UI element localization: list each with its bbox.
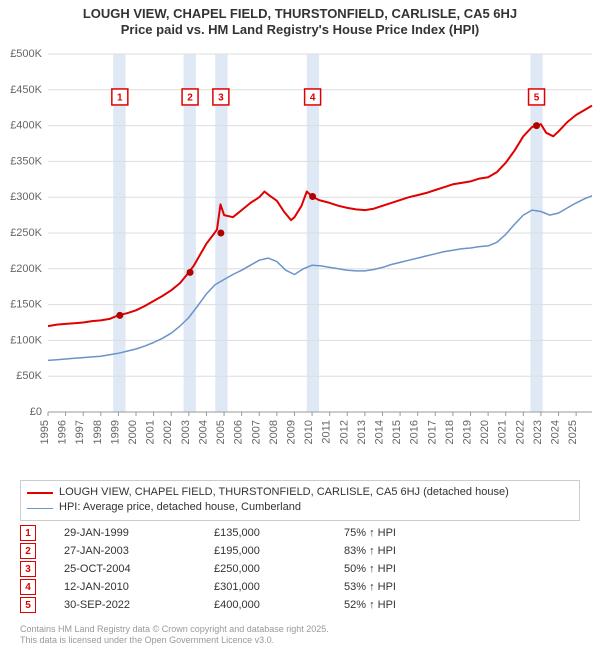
chart-title-line1: LOUGH VIEW, CHAPEL FIELD, THURSTONFIELD,… bbox=[0, 6, 600, 22]
svg-text:2006: 2006 bbox=[233, 420, 245, 444]
legend-label: LOUGH VIEW, CHAPEL FIELD, THURSTONFIELD,… bbox=[59, 485, 509, 500]
svg-text:£450K: £450K bbox=[10, 84, 42, 96]
sale-pct-vs-hpi: 75% ↑ HPI bbox=[344, 527, 580, 539]
svg-text:£200K: £200K bbox=[10, 263, 42, 275]
chart-title-block: LOUGH VIEW, CHAPEL FIELD, THURSTONFIELD,… bbox=[0, 0, 600, 39]
table-row: 2 27-JAN-2003£195,00083% ↑ HPI bbox=[20, 542, 580, 560]
svg-text:1996: 1996 bbox=[57, 420, 69, 444]
svg-text:2000: 2000 bbox=[127, 420, 139, 444]
svg-text:4: 4 bbox=[310, 93, 316, 104]
price-chart: £0 £50K £100K £150K £200K £250K £300K £350K £400… bbox=[0, 44, 600, 474]
svg-text:2017: 2017 bbox=[426, 420, 438, 444]
sale-index-box: 5 bbox=[20, 597, 36, 613]
svg-text:2025: 2025 bbox=[567, 420, 579, 444]
svg-text:2015: 2015 bbox=[391, 420, 403, 444]
chart-title-line2: Price paid vs. HM Land Registry's House … bbox=[0, 22, 600, 38]
sale-price: £400,000 bbox=[214, 599, 344, 611]
sale-price: £135,000 bbox=[214, 527, 344, 539]
sale-date: 25-OCT-2004 bbox=[64, 563, 214, 575]
svg-text:5: 5 bbox=[534, 93, 540, 104]
svg-text:2003: 2003 bbox=[180, 420, 192, 444]
svg-text:£250K: £250K bbox=[10, 227, 42, 239]
sale-price: £195,000 bbox=[214, 545, 344, 557]
svg-text:£300K: £300K bbox=[10, 191, 42, 203]
svg-text:2012: 2012 bbox=[338, 420, 350, 444]
sale-date: 27-JAN-2003 bbox=[64, 545, 214, 557]
svg-text:2014: 2014 bbox=[373, 420, 385, 444]
svg-text:2023: 2023 bbox=[532, 420, 544, 444]
svg-text:1995: 1995 bbox=[39, 420, 51, 444]
sale-date: 12-JAN-2010 bbox=[64, 581, 214, 593]
svg-text:2004: 2004 bbox=[197, 420, 209, 444]
svg-text:2002: 2002 bbox=[162, 420, 174, 444]
sale-price: £301,000 bbox=[214, 581, 344, 593]
svg-text:2008: 2008 bbox=[268, 420, 280, 444]
table-row: 5 30-SEP-2022£400,00052% ↑ HPI bbox=[20, 596, 580, 614]
sale-date: 29-JAN-1999 bbox=[64, 527, 214, 539]
svg-text:2013: 2013 bbox=[356, 420, 368, 444]
table-row: 3 25-OCT-2004£250,00050% ↑ HPI bbox=[20, 560, 580, 578]
legend-swatch bbox=[27, 508, 53, 509]
svg-text:2010: 2010 bbox=[303, 420, 315, 444]
svg-text:2009: 2009 bbox=[285, 420, 297, 444]
svg-text:2019: 2019 bbox=[462, 420, 474, 444]
legend-row: HPI: Average price, detached house, Cumb… bbox=[27, 500, 573, 515]
svg-text:2007: 2007 bbox=[250, 420, 262, 444]
svg-text:1: 1 bbox=[117, 93, 123, 104]
sale-price: £250,000 bbox=[214, 563, 344, 575]
svg-text:2024: 2024 bbox=[550, 420, 562, 444]
svg-text:3: 3 bbox=[218, 93, 224, 104]
svg-text:£500K: £500K bbox=[10, 48, 42, 60]
svg-text:1999: 1999 bbox=[109, 420, 121, 444]
svg-text:2005: 2005 bbox=[215, 420, 227, 444]
sale-date: 30-SEP-2022 bbox=[64, 599, 214, 611]
sales-table: 1 29-JAN-1999£135,00075% ↑ HPI 2 27-JAN-200… bbox=[20, 524, 580, 614]
legend-label: HPI: Average price, detached house, Cumb… bbox=[59, 500, 301, 515]
svg-text:£0: £0 bbox=[30, 406, 42, 418]
svg-text:2: 2 bbox=[187, 93, 193, 104]
sale-index-box: 4 bbox=[20, 579, 36, 595]
footer-line2: This data is licensed under the Open Gov… bbox=[20, 635, 580, 646]
svg-text:£400K: £400K bbox=[10, 120, 42, 132]
svg-text:£100K: £100K bbox=[10, 334, 42, 346]
sale-pct-vs-hpi: 50% ↑ HPI bbox=[344, 563, 580, 575]
svg-text:1997: 1997 bbox=[74, 420, 86, 444]
footer-attribution: Contains HM Land Registry data © Crown c… bbox=[20, 624, 580, 647]
legend-row: LOUGH VIEW, CHAPEL FIELD, THURSTONFIELD,… bbox=[27, 485, 573, 500]
sale-pct-vs-hpi: 53% ↑ HPI bbox=[344, 581, 580, 593]
svg-text:1998: 1998 bbox=[92, 420, 104, 444]
sale-pct-vs-hpi: 52% ↑ HPI bbox=[344, 599, 580, 611]
chart-legend: LOUGH VIEW, CHAPEL FIELD, THURSTONFIELD,… bbox=[20, 480, 580, 521]
table-row: 1 29-JAN-1999£135,00075% ↑ HPI bbox=[20, 524, 580, 542]
sale-index-box: 1 bbox=[20, 525, 36, 541]
sale-pct-vs-hpi: 83% ↑ HPI bbox=[344, 545, 580, 557]
table-row: 4 12-JAN-2010£301,00053% ↑ HPI bbox=[20, 578, 580, 596]
sale-index-box: 3 bbox=[20, 561, 36, 577]
svg-text:2011: 2011 bbox=[321, 420, 333, 444]
svg-text:2001: 2001 bbox=[145, 420, 157, 444]
svg-text:2022: 2022 bbox=[514, 420, 526, 444]
sale-index-box: 2 bbox=[20, 543, 36, 559]
svg-text:2021: 2021 bbox=[497, 420, 509, 444]
legend-swatch bbox=[27, 492, 53, 494]
svg-text:£150K: £150K bbox=[10, 299, 42, 311]
svg-text:£350K: £350K bbox=[10, 155, 42, 167]
svg-text:£50K: £50K bbox=[16, 370, 42, 382]
svg-text:2018: 2018 bbox=[444, 420, 456, 444]
svg-text:2020: 2020 bbox=[479, 420, 491, 444]
svg-text:2016: 2016 bbox=[409, 420, 421, 444]
footer-line1: Contains HM Land Registry data © Crown c… bbox=[20, 624, 580, 635]
